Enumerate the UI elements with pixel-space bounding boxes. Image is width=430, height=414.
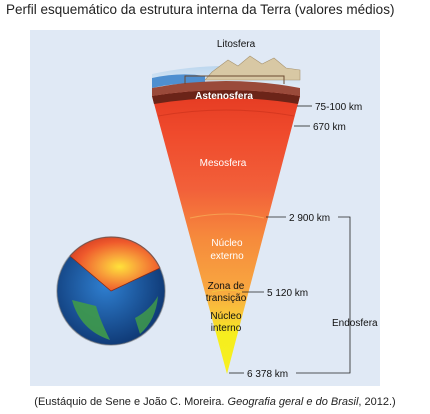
ocean: [152, 74, 205, 88]
crust-band: [152, 81, 300, 96]
label-endosfera: Endosfera: [332, 318, 378, 329]
label-zona-transicao-2: transição: [206, 293, 247, 304]
boundary-5120: [211, 289, 243, 293]
depth-6378: 6 378 km: [247, 369, 288, 380]
astenosfera-band: [152, 90, 300, 104]
depth-5120: 5 120 km: [267, 288, 308, 299]
label-litosfera: Litosfera: [217, 39, 256, 50]
label-nucleo-interno-1: Núcleo: [210, 311, 242, 322]
label-nucleo-externo-2: externo: [210, 251, 244, 262]
depth-2900: 2 900 km: [289, 213, 330, 224]
earth-cone: [152, 90, 300, 374]
boundary-670: [157, 109, 295, 117]
endosfera-bracket: [296, 216, 351, 374]
source-caption: (Eustáquio de Sene e João C. Moreira. Ge…: [34, 396, 396, 408]
mountains: [204, 55, 301, 81]
boundary-2900: [189, 213, 265, 219]
label-zona-transicao-1: Zona de: [208, 281, 245, 292]
depth-75-100: 75-100 km: [315, 102, 362, 113]
label-astenosfera: Astenosfera: [195, 91, 253, 102]
depth-670: 670 km: [313, 122, 346, 133]
label-mesosfera: Mesosfera: [200, 158, 247, 169]
page-title: Perfil esquemático da estrutura interna …: [6, 2, 395, 17]
label-nucleo-interno-2: interno: [211, 323, 242, 334]
cutaway-globe: [56, 236, 166, 346]
label-nucleo-externo-1: Núcleo: [211, 238, 243, 249]
litosfera-bracket: [184, 75, 285, 84]
